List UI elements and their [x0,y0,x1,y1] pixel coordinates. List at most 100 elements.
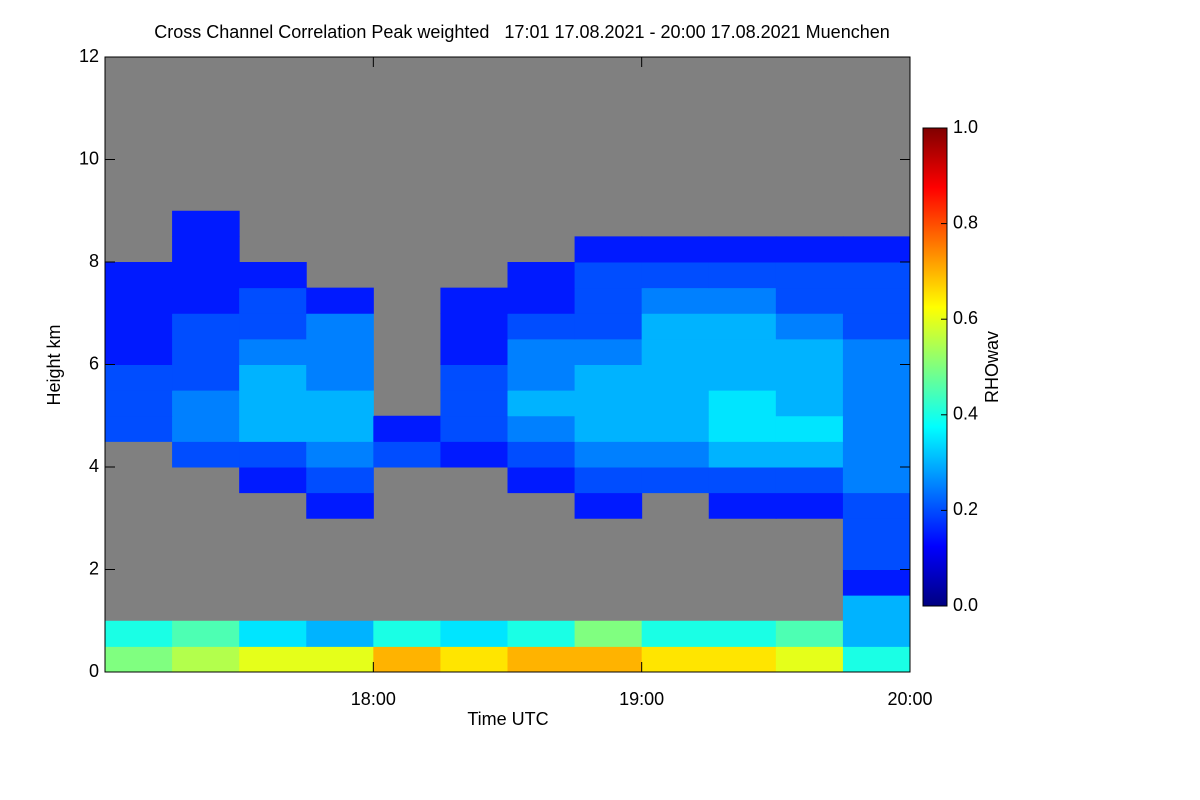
heatmap-cell [507,620,576,647]
colorbar-label: RHOwav [982,331,1002,403]
heatmap-cell [775,236,844,263]
heatmap-cell [641,313,710,340]
heatmap-cell [708,441,777,468]
heatmap-cell [172,620,240,647]
heatmap-cell [172,441,240,468]
heatmap-cell [574,287,643,314]
heatmap-cell [574,415,643,442]
heatmap-cell [641,287,710,314]
heatmap-cell [842,287,911,314]
heatmap-cell [708,467,777,494]
heatmap-cell [641,415,710,442]
heatmap-cell [842,492,911,519]
heatmap-cell [172,390,240,417]
heatmap-cell [574,390,643,417]
heatmap-cell [172,364,240,391]
heatmap-cell [775,390,844,417]
heatmap-cell [842,390,911,417]
heatmap-cell [775,313,844,340]
y-tick-label: 6 [89,353,99,373]
heatmap-cell [574,492,643,519]
heatmap-cell [842,262,911,289]
heatmap-cell [306,313,374,340]
colorbar [922,127,948,607]
heatmap-cell [708,415,777,442]
heatmap-cell [507,364,576,391]
heatmap-cell [507,441,576,468]
heatmap-cell [708,313,777,340]
heatmap-cell [775,441,844,468]
y-tick-label: 12 [79,46,99,66]
heatmap-cell [708,364,777,391]
y-tick-label: 8 [89,251,99,271]
heatmap-cell [842,313,911,340]
heatmap-cell [641,441,710,468]
heatmap-cell [306,467,374,494]
heatmap-cell [842,236,911,263]
heatmap-cell [641,467,710,494]
heatmap-cell [775,646,844,673]
heatmap-cell [373,620,441,647]
heatmap-cell [239,441,307,468]
heatmap-cell [775,467,844,494]
heatmap-cell [641,620,710,647]
heatmap-cell [440,364,508,391]
heatmap-cell [842,338,911,365]
heatmap-cell [373,441,441,468]
heatmap-cell [775,415,844,442]
colorbar-tick-label: 1.0 [953,117,978,137]
heatmap-cell [708,620,777,647]
heatmap-cell [842,646,911,673]
heatmap-cell [507,415,576,442]
heatmap-cell [239,287,307,314]
heatmap-cell [708,390,777,417]
heatmap-cell [172,210,240,237]
heatmap-cell [574,467,643,494]
heatmap-cell [775,262,844,289]
heatmap-cell [306,390,374,417]
heatmap-cell [306,492,374,519]
heatmap-cell [105,364,173,391]
heatmap-cell [306,441,374,468]
heatmap-cell [105,646,173,673]
heatmap-cell [373,646,441,673]
heatmap-cell [842,364,911,391]
heatmap-cell [775,620,844,647]
heatmap-cell [172,236,240,263]
heatmap-cell [641,390,710,417]
heatmap-cell [306,287,374,314]
heatmap-cell [641,646,710,673]
heatmap-cell [708,287,777,314]
colorbar-tick-label: 0.2 [953,499,978,519]
heatmap-cell [708,492,777,519]
heatmap-cell [239,262,307,289]
heatmap-cell [105,287,173,314]
heatmap-cell [105,620,173,647]
heatmap-cell [172,313,240,340]
heatmap-cell [842,467,911,494]
heatmap-cell [440,313,508,340]
heatmap-cell [239,313,307,340]
heatmap-cell [574,313,643,340]
heatmap-cell [239,364,307,391]
heatmap-cell [105,415,173,442]
heatmap-cell [574,338,643,365]
x-tick-label: 19:00 [619,689,664,709]
heatmap-cell [507,262,576,289]
heatmap-cell [574,620,643,647]
heatmap-cell [641,236,710,263]
heatmap-cell [172,262,240,289]
x-tick-label: 18:00 [351,689,396,709]
heatmap-cell [507,467,576,494]
heatmap-cell [507,646,576,673]
colorbar-tick-label: 0.8 [953,212,978,232]
heatmap-cell [172,646,240,673]
heatmap-cell [775,338,844,365]
x-axis-label: Time UTC [467,709,548,729]
heatmap-cell [842,569,911,596]
heatmap-cell [842,518,911,545]
heatmap-cell [172,338,240,365]
heatmap-cell [574,262,643,289]
heatmap-cell [574,364,643,391]
